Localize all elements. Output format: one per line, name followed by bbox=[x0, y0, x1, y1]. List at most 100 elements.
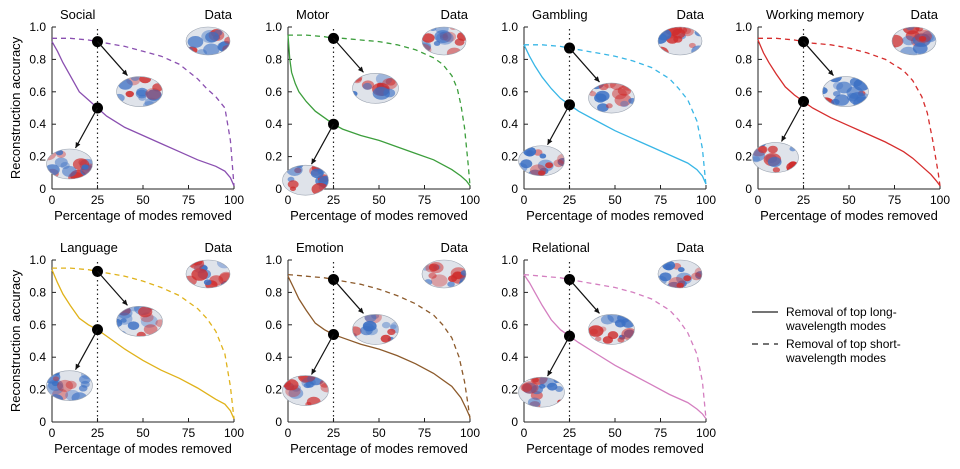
arrow-head bbox=[121, 69, 128, 76]
x-tick-label: 75 bbox=[418, 193, 432, 207]
arrow-head bbox=[311, 368, 317, 375]
arrow-head bbox=[357, 307, 364, 314]
series-line-solid bbox=[51, 269, 235, 420]
x-axis-label: Percentage of modes removed bbox=[54, 441, 232, 456]
y-tick-label: 0 bbox=[745, 182, 752, 196]
data-brain-map-social bbox=[185, 26, 231, 56]
y-tick-label: 0 bbox=[39, 415, 46, 429]
y-tick-label: 0.2 bbox=[29, 383, 46, 397]
y-tick-label: 0.8 bbox=[265, 52, 282, 66]
y-tick-label: 0.6 bbox=[501, 318, 518, 332]
arrow-head bbox=[547, 138, 553, 145]
legend-label: Removal of top long- bbox=[786, 305, 897, 319]
reconstruction-brain-emotion-dashed bbox=[352, 314, 399, 345]
series-line-solid bbox=[51, 41, 235, 187]
y-tick-label: 0.8 bbox=[501, 285, 518, 299]
arrow-head bbox=[593, 76, 600, 83]
data-label: Data bbox=[441, 7, 469, 22]
x-tick-label: 0 bbox=[49, 426, 56, 440]
marker-arrow bbox=[569, 279, 600, 314]
panel-title: Emotion bbox=[296, 240, 344, 255]
marker-arrow bbox=[546, 335, 571, 377]
x-tick-label: 25 bbox=[563, 193, 577, 207]
data-brain-map-language bbox=[185, 259, 231, 289]
x-tick-label: 0 bbox=[521, 193, 528, 207]
marker-arrow bbox=[74, 107, 99, 149]
x-tick-label: 50 bbox=[136, 426, 150, 440]
marker-arrow bbox=[569, 47, 600, 83]
x-axis-label: Percentage of modes removed bbox=[526, 208, 704, 223]
data-label: Data bbox=[205, 240, 233, 255]
x-tick-label: 0 bbox=[285, 193, 292, 207]
panel-title: Relational bbox=[532, 240, 590, 255]
x-tick-label: 100 bbox=[696, 426, 716, 440]
x-axis-label: Percentage of modes removed bbox=[54, 208, 232, 223]
x-tick-label: 100 bbox=[224, 193, 244, 207]
y-tick-label: 0.4 bbox=[501, 117, 518, 131]
arrow-head bbox=[827, 69, 834, 76]
y-tick-label: 0.4 bbox=[265, 117, 282, 131]
y-tick-label: 1.0 bbox=[735, 20, 752, 34]
x-tick-label: 25 bbox=[563, 426, 577, 440]
series-line-solid bbox=[287, 275, 471, 418]
x-tick-label: 100 bbox=[696, 193, 716, 207]
panel-title: Language bbox=[60, 240, 118, 255]
y-tick-label: 0.4 bbox=[265, 350, 282, 364]
y-tick-label: 0.2 bbox=[29, 150, 46, 164]
marker-arrow bbox=[803, 41, 834, 76]
series-line-solid bbox=[523, 274, 707, 420]
reconstruction-brain-social-dashed bbox=[116, 76, 163, 107]
y-tick-label: 0 bbox=[275, 415, 282, 429]
x-tick-label: 50 bbox=[372, 426, 386, 440]
x-axis-label: Percentage of modes removed bbox=[526, 441, 704, 456]
data-label: Data bbox=[441, 240, 469, 255]
marker-arrow bbox=[333, 279, 364, 314]
marker-arrow bbox=[74, 329, 99, 370]
series-line-solid bbox=[757, 39, 941, 187]
x-tick-label: 25 bbox=[327, 193, 341, 207]
y-tick-label: 0.8 bbox=[29, 285, 46, 299]
reconstruction-brain-working-memory-dashed bbox=[822, 76, 869, 107]
y-tick-label: 0.2 bbox=[265, 383, 282, 397]
reconstruction-brain-social-solid bbox=[46, 148, 93, 180]
y-tick-label: 1.0 bbox=[29, 20, 46, 34]
x-tick-label: 0 bbox=[285, 426, 292, 440]
arrow-head bbox=[357, 66, 364, 73]
marker-arrow bbox=[546, 104, 571, 146]
y-tick-label: 0.6 bbox=[29, 85, 46, 99]
data-label: Data bbox=[677, 240, 705, 255]
y-tick-label: 0 bbox=[275, 182, 282, 196]
reconstruction-brain-gambling-solid bbox=[518, 145, 565, 177]
data-label: Data bbox=[677, 7, 705, 22]
y-axis-label: Reconstruction accuracy bbox=[8, 36, 23, 179]
y-tick-label: 0.8 bbox=[29, 52, 46, 66]
y-tick-label: 0.6 bbox=[265, 318, 282, 332]
series-line-dashed bbox=[524, 44, 707, 186]
x-tick-label: 75 bbox=[654, 193, 668, 207]
x-tick-label: 25 bbox=[91, 426, 105, 440]
arrow-head bbox=[547, 370, 553, 377]
arrow-head bbox=[781, 135, 787, 142]
y-tick-label: 1.0 bbox=[265, 20, 282, 34]
x-tick-label: 0 bbox=[755, 193, 762, 207]
marker-arrow bbox=[97, 270, 128, 306]
reconstruction-brain-motor-solid bbox=[282, 164, 329, 196]
panel-title: Gambling bbox=[532, 7, 588, 22]
y-tick-label: 0.2 bbox=[501, 383, 518, 397]
y-tick-label: 0.2 bbox=[501, 150, 518, 164]
x-tick-label: 100 bbox=[460, 193, 480, 207]
panel-title: Working memory bbox=[766, 7, 865, 22]
x-tick-label: 75 bbox=[418, 426, 432, 440]
x-tick-label: 75 bbox=[182, 426, 196, 440]
series-line-dashed bbox=[523, 273, 707, 419]
reconstruction-brain-working-memory-solid bbox=[752, 142, 799, 173]
x-tick-label: 100 bbox=[460, 426, 480, 440]
legend-label: wavelength modes bbox=[785, 319, 886, 333]
data-brain-map-gambling bbox=[657, 26, 703, 56]
marker-arrow bbox=[780, 101, 805, 142]
